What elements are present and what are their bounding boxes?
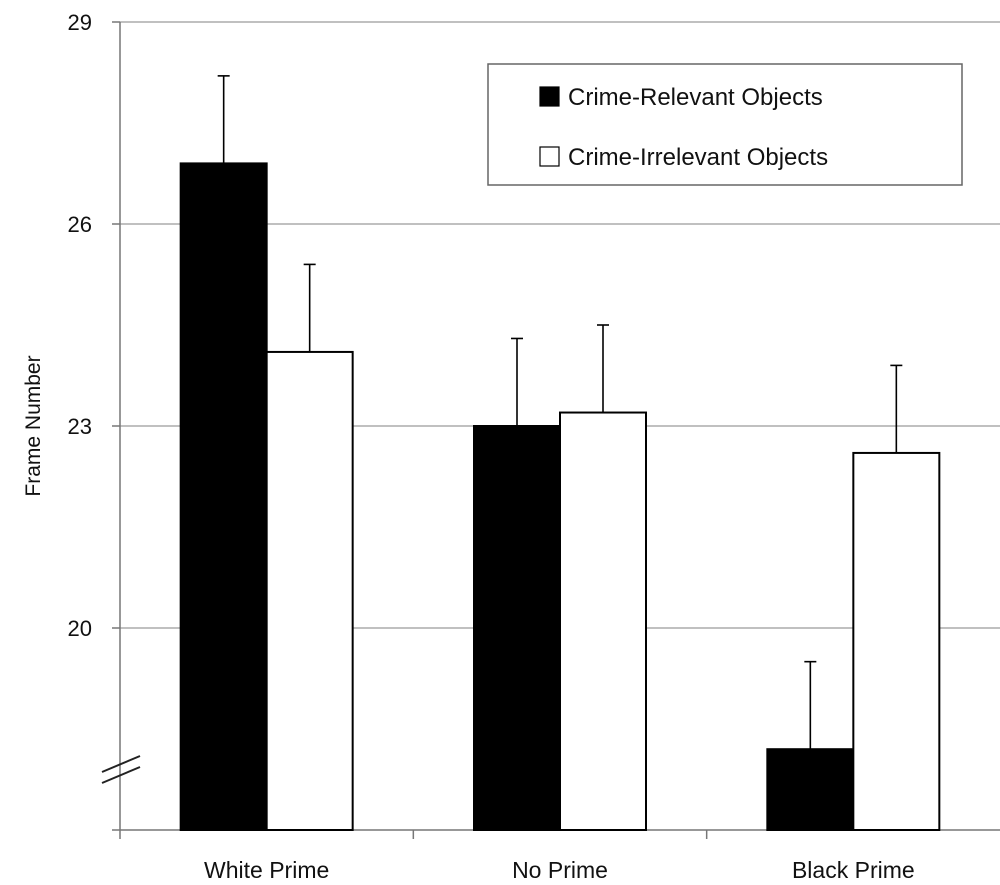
y-tick-label-23: 23 [68,414,92,439]
y-tick-label-29: 29 [68,10,92,35]
error-bars [217,75,903,750]
legend-swatch-crime-relevant [539,86,560,107]
bars [179,162,941,832]
y-axis-label: Frame Number [22,355,45,496]
axis-break-mark-1 [101,755,141,773]
legend: Crime-Relevant Objects Crime-Irrelevant … [487,63,963,186]
y-tick-label-20: 20 [68,616,92,641]
legend-box [487,63,963,186]
x-category-label: No Prime [512,857,608,883]
bar-black-prime-series-1 [852,451,941,831]
bar-no-prime-series-0 [473,425,561,831]
axis-break-mark-2 [101,766,141,784]
x-category-label: White Prime [204,857,329,883]
legend-swatch-crime-irrelevant [539,146,560,167]
x-category-labels: White Prime No Prime Black Prime [204,857,915,883]
bar-white-prime-series-0 [179,162,268,831]
legend-label-crime-irrelevant: Crime-Irrelevant Objects [568,144,828,171]
bar-white-prime-series-1 [265,350,354,831]
bar-no-prime-series-1 [559,411,647,831]
y-tick-label-26: 26 [68,212,92,237]
bar-black-prime-series-0 [766,748,855,832]
legend-label-crime-relevant: Crime-Relevant Objects [568,84,823,111]
x-category-label: Black Prime [792,857,915,883]
y-tick-labels: 20 23 26 29 [68,10,92,641]
